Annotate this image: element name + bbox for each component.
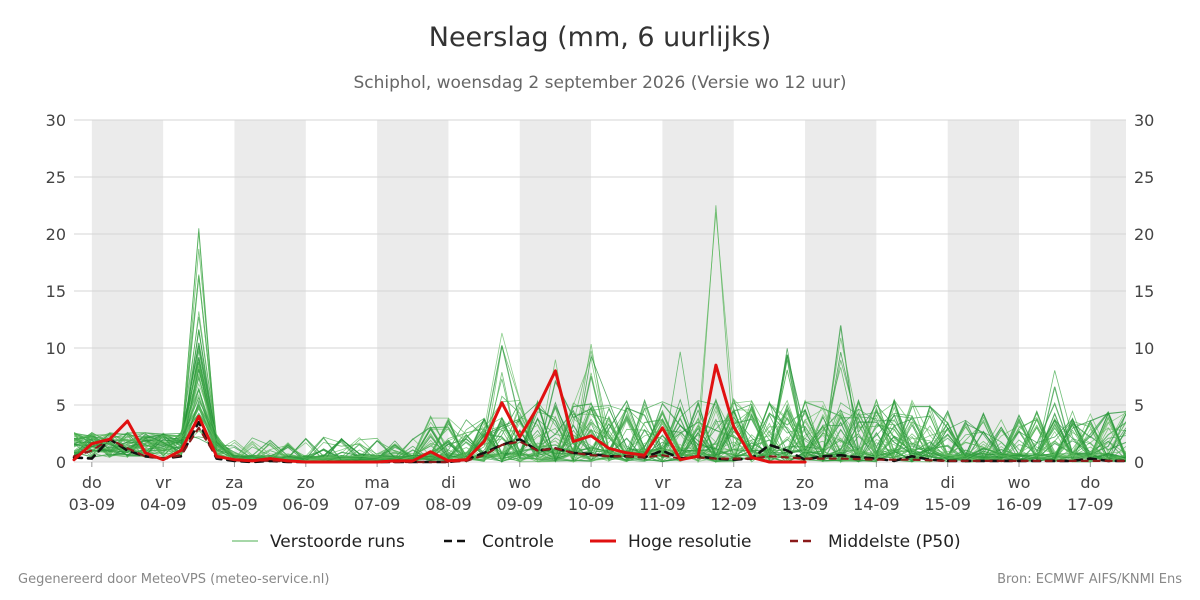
ensemble-run-line (74, 387, 1126, 463)
x-tick-date-12: 15-09 (924, 495, 971, 514)
ensemble-run-line (74, 330, 1126, 463)
y-tick-right-5: 5 (1134, 396, 1144, 415)
y-tick-right-30: 30 (1134, 111, 1154, 130)
legend-label-3: Middelste (P50) (828, 532, 961, 552)
legend-label-1: Controle (482, 532, 554, 552)
series-line-middelste-p50- (72, 426, 1128, 464)
precipitation-chart: 0 0 5 5 10 10 15 15 20 20 25 25 30 30 do 03-09 vr 04-09 za… (46, 111, 1155, 552)
x-tick-date-4: 07-09 (354, 495, 401, 514)
y-tick-left-10: 10 (46, 339, 66, 358)
x-tick-date-6: 09-09 (497, 495, 544, 514)
footer-source: Bron: ECMWF AIFS/KNMI Ens (997, 572, 1182, 587)
series-line-hoge-resolutie (72, 363, 807, 464)
ensemble-run-line (74, 372, 1126, 463)
x-tick-date-0: 03-09 (69, 495, 116, 514)
x-tick-weekday-9: za (725, 473, 743, 492)
x-tick-weekday-14: do (1080, 473, 1100, 492)
x-tick-weekday-8: vr (654, 473, 670, 492)
y-tick-left-20: 20 (46, 225, 66, 244)
x-tick-date-13: 16-09 (996, 495, 1043, 514)
x-tick-weekday-0: do (82, 473, 102, 492)
ensemble-run-line (74, 370, 1126, 462)
y-tick-left-25: 25 (46, 168, 66, 187)
x-tick-weekday-6: wo (508, 473, 531, 492)
x-tick-date-7: 10-09 (568, 495, 615, 514)
y-tick-right-10: 10 (1134, 339, 1154, 358)
x-tick-weekday-7: do (581, 473, 601, 492)
x-tick-date-3: 06-09 (283, 495, 330, 514)
x-tick-date-9: 12-09 (710, 495, 757, 514)
x-tick-weekday-10: zo (796, 473, 814, 492)
y-tick-right-0: 0 (1134, 453, 1144, 472)
x-tick-date-5: 08-09 (425, 495, 472, 514)
x-tick-weekday-2: za (225, 473, 243, 492)
y-tick-right-15: 15 (1134, 282, 1154, 301)
y-tick-left-0: 0 (56, 453, 66, 472)
y-tick-left-15: 15 (46, 282, 66, 301)
y-tick-right-20: 20 (1134, 225, 1154, 244)
x-tick-weekday-13: wo (1008, 473, 1031, 492)
y-tick-left-30: 30 (46, 111, 66, 130)
legend-label-2: Hoge resolutie (628, 532, 752, 552)
x-tick-weekday-5: di (441, 473, 456, 492)
ensemble-run-line (74, 368, 1126, 463)
y-tick-left-5: 5 (56, 396, 66, 415)
x-tick-date-10: 13-09 (782, 495, 829, 514)
x-tick-weekday-11: ma (864, 473, 889, 492)
chart-subtitle: Schiphol, woensdag 2 september 2026 (Ver… (353, 73, 847, 93)
legend: Verstoorde runs Controle Hoge resolutie Mid… (232, 532, 961, 552)
chart-title: Neerslag (mm, 6 uurlijks) (428, 22, 772, 53)
x-tick-weekday-3: zo (297, 473, 315, 492)
x-tick-date-1: 04-09 (140, 495, 187, 514)
x-tick-weekday-1: vr (155, 473, 171, 492)
x-tick-date-8: 11-09 (639, 495, 686, 514)
x-tick-date-2: 05-09 (211, 495, 258, 514)
y-tick-right-25: 25 (1134, 168, 1154, 187)
x-tick-date-14: 17-09 (1067, 495, 1114, 514)
x-tick-weekday-12: di (940, 473, 955, 492)
x-tick-date-11: 14-09 (853, 495, 900, 514)
legend-label-0: Verstoorde runs (270, 532, 405, 552)
ensemble-run-line (74, 382, 1126, 463)
footer-credit: Gegenereerd door MeteoVPS (meteo-service… (18, 572, 330, 587)
x-tick-weekday-4: ma (364, 473, 389, 492)
